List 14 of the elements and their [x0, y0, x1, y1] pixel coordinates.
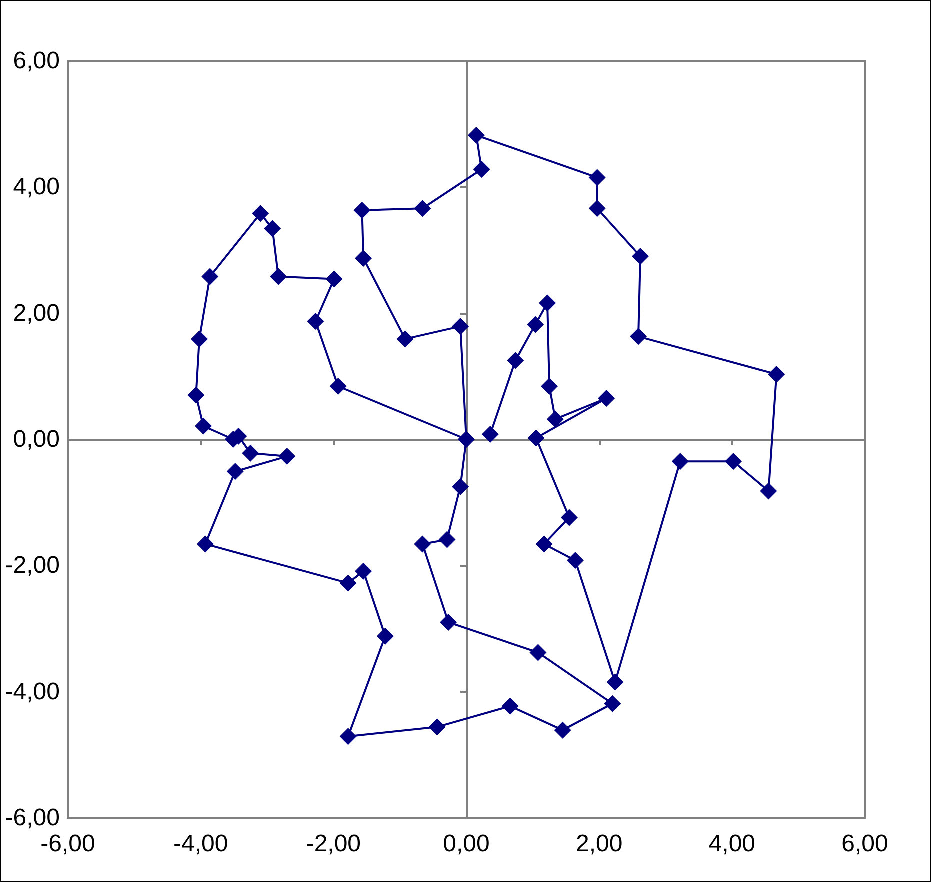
- x-tick-label: -2,00: [306, 830, 362, 858]
- x-tick-label: -6,00: [40, 830, 96, 858]
- y-tick-label: -6,00: [5, 804, 60, 832]
- y-tick-label: 0,00: [13, 426, 60, 453]
- y-tick-label: 6,00: [13, 48, 60, 74]
- x-tick-label: 2,00: [576, 830, 623, 858]
- x-tick-label: -4,00: [173, 830, 228, 858]
- y-tick-label: 2,00: [13, 300, 60, 327]
- x-tick-label: 4,00: [708, 830, 756, 858]
- y-tick-label: 4,00: [13, 174, 60, 201]
- x-tick-label: 6,00: [842, 830, 888, 858]
- x-tick-label: 0,00: [443, 830, 490, 858]
- y-tick-label: -4,00: [5, 678, 60, 706]
- y-tick-label: -2,00: [5, 552, 60, 580]
